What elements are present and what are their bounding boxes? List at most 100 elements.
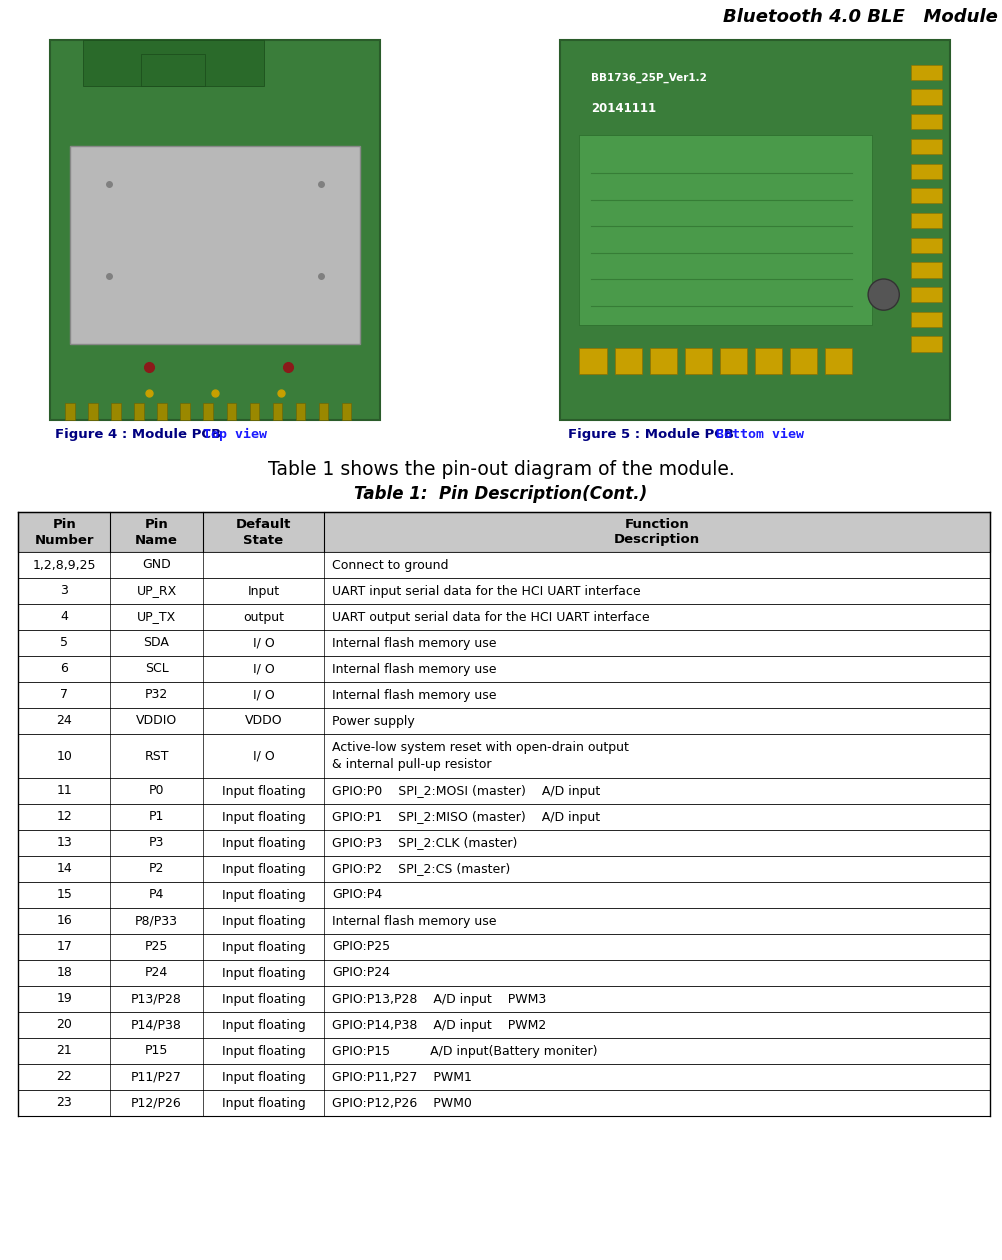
Bar [825,348,852,374]
Bar [157,403,166,420]
Text: GPIO:P13,P28    A/D input    PWM3: GPIO:P13,P28 A/D input PWM3 [332,993,546,1005]
Text: Input floating: Input floating [221,863,305,876]
Text: Top view: Top view [202,428,267,441]
Text: I/ O: I/ O [253,636,274,649]
Bar [579,348,606,374]
Text: Figure 4 : Module PCB: Figure 4 : Module PCB [55,428,230,441]
Bar [319,403,328,420]
Text: GPIO:P0    SPI_2:MOSI (master)    A/D input: GPIO:P0 SPI_2:MOSI (master) A/D input [332,785,600,798]
Bar [18,777,989,804]
Text: P14/P38: P14/P38 [131,1018,181,1032]
Text: 18: 18 [56,966,72,979]
Text: 6: 6 [60,663,68,675]
Bar [65,403,74,420]
Text: Input floating: Input floating [221,915,305,927]
Text: 24: 24 [56,714,72,727]
Text: Table 1 shows the pin-out diagram of the module.: Table 1 shows the pin-out diagram of the… [268,460,733,479]
Text: I/ O: I/ O [253,663,274,675]
Text: Input: Input [247,585,280,597]
Text: Default: Default [235,519,291,532]
Text: P11/P27: P11/P27 [131,1071,181,1084]
Text: I/ O: I/ O [253,688,274,702]
Text: 3: 3 [60,585,68,597]
Bar [18,830,989,856]
Text: GPIO:P15          A/D input(Battery moniter): GPIO:P15 A/D input(Battery moniter) [332,1045,597,1057]
Bar [910,188,941,203]
Bar [18,1038,989,1063]
Bar [614,348,641,374]
Text: Input floating: Input floating [221,785,305,798]
Text: Internal flash memory use: Internal flash memory use [332,688,496,702]
Text: Input floating: Input floating [221,1045,305,1057]
Text: Name: Name [135,533,177,547]
Bar [910,89,941,105]
Bar [910,164,941,179]
Text: SCL: SCL [144,663,168,675]
Text: Connect to ground: Connect to ground [332,558,448,572]
Bar [249,403,259,420]
Bar [18,908,989,934]
Bar [910,287,941,302]
Bar [18,735,989,777]
Text: Input floating: Input floating [221,1096,305,1110]
Text: Bottom view: Bottom view [715,428,804,441]
Text: UART output serial data for the HCI UART interface: UART output serial data for the HCI UART… [332,611,649,624]
Text: 22: 22 [56,1071,72,1084]
Text: GPIO:P4: GPIO:P4 [332,888,382,901]
Text: 23: 23 [56,1096,72,1110]
Text: & internal pull-up resistor: & internal pull-up resistor [332,759,491,771]
Text: Number: Number [34,533,94,547]
Bar [18,960,989,987]
Text: Input floating: Input floating [221,810,305,824]
Bar [70,146,360,344]
Text: Power supply: Power supply [332,714,415,727]
Bar [18,708,989,735]
Text: 20141111: 20141111 [590,102,655,115]
Bar [910,238,941,253]
Text: P24: P24 [144,966,168,979]
Text: UP_RX: UP_RX [136,585,176,597]
Text: 19: 19 [56,993,72,1005]
Text: I/ O: I/ O [253,750,274,762]
Text: GPIO:P25: GPIO:P25 [332,940,390,954]
Text: 12: 12 [56,810,72,824]
Bar [203,403,212,420]
Text: output: output [242,611,284,624]
Bar [18,856,989,882]
Bar [790,348,817,374]
Text: 5: 5 [60,636,68,649]
Text: GPIO:P24: GPIO:P24 [332,966,390,979]
Text: Input floating: Input floating [221,1018,305,1032]
Text: UART input serial data for the HCI UART interface: UART input serial data for the HCI UART … [332,585,640,597]
Bar [910,262,941,277]
Text: UP_TX: UP_TX [136,611,176,624]
Text: Function: Function [624,519,688,532]
Text: Pin: Pin [144,519,168,532]
Text: Active-low system reset with open-drain output: Active-low system reset with open-drain … [332,741,628,753]
Text: Input floating: Input floating [221,966,305,979]
Text: P25: P25 [144,940,168,954]
Text: GPIO:P12,P26    PWM0: GPIO:P12,P26 PWM0 [332,1096,472,1110]
Bar [910,336,941,352]
Text: GPIO:P2    SPI_2:CS (master): GPIO:P2 SPI_2:CS (master) [332,863,510,876]
Text: P13/P28: P13/P28 [131,993,181,1005]
Text: GPIO:P1    SPI_2:MISO (master)    A/D input: GPIO:P1 SPI_2:MISO (master) A/D input [332,810,600,824]
Bar [755,348,782,374]
Text: VDDIO: VDDIO [135,714,177,727]
Bar [910,64,941,79]
Text: Bluetooth 4.0 BLE   Module: Bluetooth 4.0 BLE Module [722,8,997,26]
Text: Figure 5 : Module PCB: Figure 5 : Module PCB [567,428,742,441]
Bar [18,1063,989,1090]
Text: Input floating: Input floating [221,1071,305,1084]
Bar [18,552,989,578]
Text: State: State [243,533,284,547]
Text: Input floating: Input floating [221,940,305,954]
Bar [141,54,204,86]
Bar [88,403,97,420]
Text: Description: Description [613,533,699,547]
Text: 4: 4 [60,611,68,624]
Text: Input floating: Input floating [221,888,305,901]
Text: 10: 10 [56,750,72,762]
Text: RST: RST [144,750,168,762]
Bar [18,656,989,682]
